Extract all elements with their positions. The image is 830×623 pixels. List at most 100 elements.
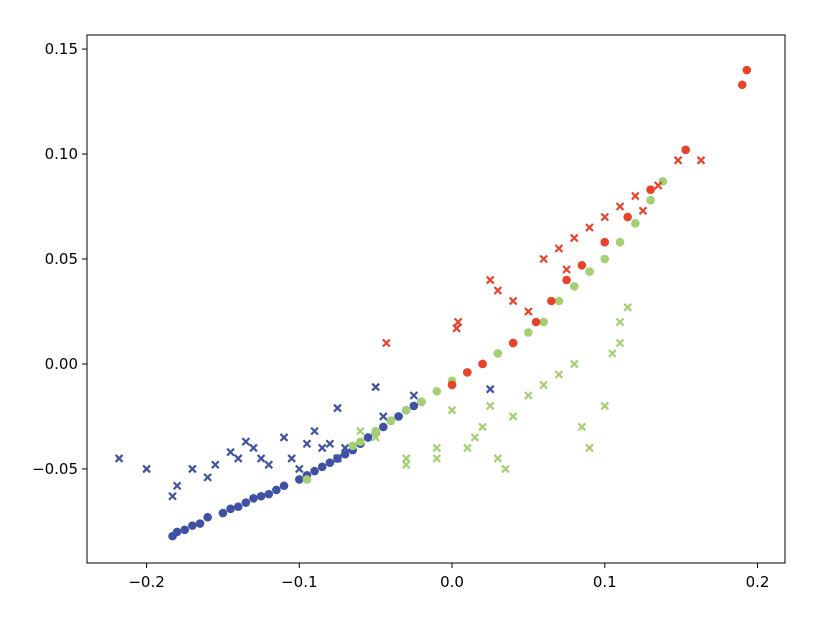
cross-point: [485, 275, 495, 285]
plot-frame: [86, 34, 786, 564]
cross-point: [379, 412, 388, 421]
cross-point: [539, 254, 548, 264]
y-tick-label: −0.05: [32, 460, 78, 478]
dot-point: [295, 475, 304, 484]
cross-point: [317, 443, 327, 453]
dot-point: [203, 512, 212, 522]
dot-point: [646, 185, 655, 195]
dot-point: [310, 466, 319, 476]
cross-point: [310, 426, 319, 436]
dot-point: [340, 449, 350, 459]
dot-point: [432, 386, 442, 396]
y-tick-label: 0.05: [45, 250, 78, 268]
cross-point: [371, 433, 380, 442]
cross-point: [256, 454, 266, 463]
dot-point: [737, 80, 747, 90]
dot-point: [615, 237, 625, 247]
dot-point: [241, 498, 251, 507]
dot-point: [317, 462, 327, 472]
x-tick-label: 0.0: [440, 573, 464, 591]
cross-point: [203, 473, 212, 482]
cross-point: [638, 206, 648, 215]
dot-point: [600, 254, 610, 264]
cross-point: [539, 380, 548, 390]
dot-point: [348, 441, 358, 451]
dot-point: [681, 145, 691, 155]
cross-point: [241, 437, 251, 446]
dot-point: [547, 296, 556, 306]
cross-point: [493, 454, 503, 463]
x-tick-label: −0.2: [128, 573, 164, 591]
dot-point: [646, 195, 655, 205]
cross-point: [287, 454, 296, 463]
cross-point: [333, 403, 342, 413]
cross-point: [615, 317, 625, 327]
dot-point: [363, 433, 373, 442]
dot-point: [379, 422, 388, 432]
dot-point: [233, 502, 243, 512]
dot-point: [631, 219, 640, 228]
cross-point: [447, 405, 457, 415]
dot-point: [531, 317, 541, 327]
dot-point: [195, 519, 205, 528]
cross-point: [577, 422, 587, 432]
dot-point: [569, 281, 579, 291]
dot-point: [302, 475, 312, 484]
cross-point: [478, 422, 487, 432]
cross-point: [608, 349, 617, 358]
dot-point: [417, 397, 426, 407]
cross-point: [585, 223, 594, 232]
cross-point: [470, 433, 480, 442]
cross-point: [382, 338, 391, 348]
cross-point: [554, 244, 564, 253]
dot-point: [562, 275, 571, 285]
cross-point: [356, 426, 365, 436]
cross-point: [432, 454, 442, 463]
dot-point: [478, 359, 487, 369]
dot-point: [600, 237, 610, 247]
cross-point: [463, 443, 472, 453]
cross-point: [508, 296, 518, 306]
cross-point: [493, 286, 503, 295]
cross-point: [569, 233, 579, 243]
dot-point: [180, 525, 190, 535]
cross-point: [524, 391, 533, 400]
cross-point: [453, 317, 463, 327]
cross-point: [524, 307, 533, 316]
cross-point: [673, 156, 683, 165]
dot-point: [447, 380, 457, 390]
x-tick-label: 0.1: [593, 573, 617, 591]
dot-point: [371, 426, 380, 436]
dot-point: [463, 368, 472, 377]
cross-point: [653, 181, 663, 190]
cross-point: [600, 401, 610, 411]
y-tick-label: 0.15: [45, 40, 78, 58]
cross-point: [569, 359, 579, 369]
cross-point: [211, 460, 220, 470]
cross-point: [409, 391, 419, 400]
dot-point: [394, 412, 403, 421]
x-tick-label: 0.2: [746, 573, 770, 591]
cross-point: [562, 265, 571, 274]
cross-point: [485, 401, 495, 411]
dot-point: [188, 521, 197, 530]
cross-point: [168, 491, 177, 501]
dot-point: [264, 489, 274, 499]
dot-point: [585, 267, 594, 276]
cross-point: [554, 370, 564, 379]
cross-point: [302, 439, 312, 449]
dot-point: [508, 338, 518, 348]
dot-point: [256, 491, 266, 501]
cross-point: [279, 433, 289, 442]
dot-point: [554, 296, 564, 306]
cross-point: [501, 464, 510, 474]
cross-point: [295, 464, 304, 474]
cross-point: [401, 454, 411, 463]
cross-point: [585, 443, 594, 453]
dot-point: [249, 494, 258, 503]
dot-point: [325, 458, 335, 467]
cross-point: [333, 454, 342, 463]
cross-point: [249, 443, 258, 453]
cross-point: [325, 439, 335, 449]
